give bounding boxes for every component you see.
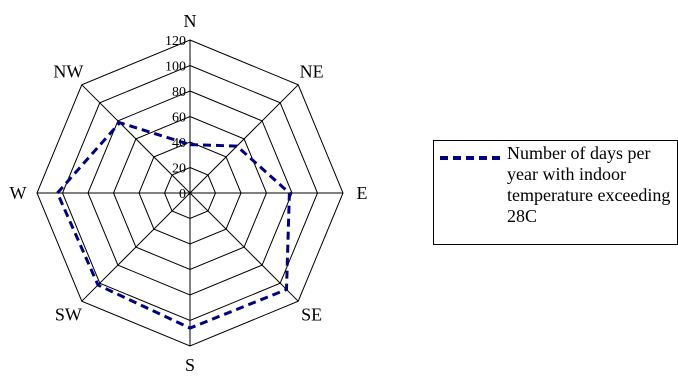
axis-spoke — [81, 84, 191, 194]
tick-label: 120 — [165, 34, 186, 49]
tick-label: 80 — [172, 85, 186, 100]
radial-tick-labels: 0 20 40 60 80 100 120 — [165, 34, 186, 202]
tick-label: 100 — [165, 60, 186, 75]
series-layer — [55, 120, 291, 330]
direction-label: W — [10, 183, 27, 203]
direction-label: N — [184, 11, 197, 31]
direction-label: SW — [55, 305, 82, 325]
direction-label: E — [357, 183, 368, 203]
axis-spoke — [81, 192, 191, 302]
tick-label: 40 — [172, 136, 186, 151]
tick-label: 60 — [172, 111, 186, 126]
axis-spoke — [189, 84, 299, 194]
direction-label: NW — [53, 61, 83, 81]
direction-label: S — [185, 355, 195, 375]
direction-label: SE — [301, 305, 322, 325]
direction-label: NE — [300, 61, 324, 81]
legend-swatch — [440, 156, 500, 160]
axis-spoke — [189, 192, 299, 302]
series-line — [55, 120, 291, 330]
legend: Number of days per year with indoor temp… — [433, 140, 678, 245]
radar-grid — [36, 39, 344, 347]
tick-label: 0 — [179, 187, 186, 202]
tick-label: 20 — [172, 162, 186, 177]
direction-labels: N NE E SE S SW W NW — [10, 11, 368, 375]
legend-label: Number of days per year with indoor temp… — [507, 143, 671, 226]
